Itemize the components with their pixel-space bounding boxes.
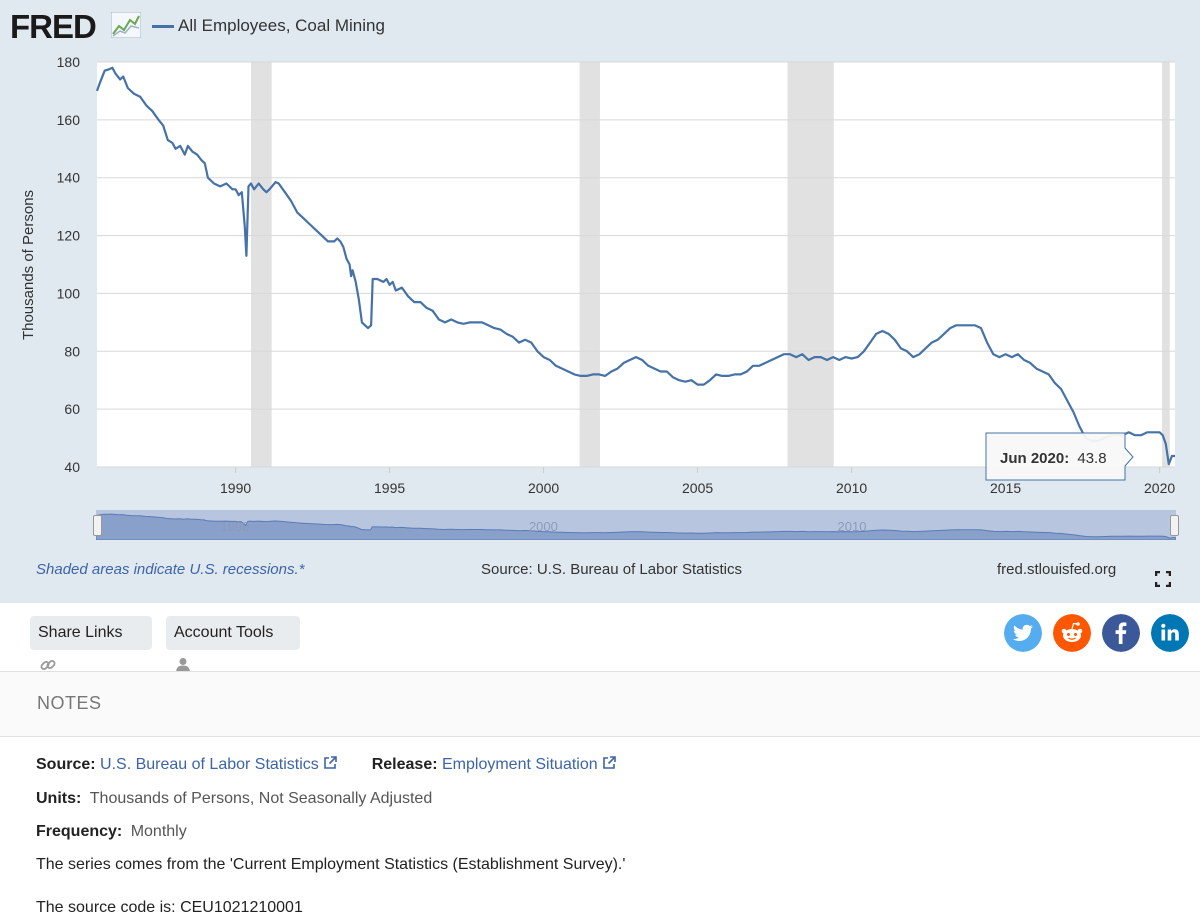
external-link-icon[interactable] [323, 756, 338, 770]
fred-logo-chart-icon [111, 12, 141, 38]
y-tick-label-80: 80 [64, 343, 80, 359]
reddit-icon[interactable] [1053, 614, 1091, 652]
navigator[interactable]: 1990 2000 2010 [93, 510, 1180, 542]
notes-header [0, 671, 1200, 737]
fullscreen-icon[interactable] [1155, 571, 1171, 587]
y-tick-label-100: 100 [57, 285, 81, 301]
account-tools-button[interactable]: Account Tools [166, 616, 300, 673]
frequency-value: Monthly [130, 823, 187, 840]
navigator-label-2010: 2010 [838, 519, 867, 534]
legend-swatch [152, 25, 174, 28]
frequency-key: Frequency: [36, 823, 123, 840]
facebook-icon[interactable] [1102, 614, 1140, 652]
navigator-label-1990: 1990 [220, 519, 249, 534]
notes-series-description: The series comes from the 'Current Emplo… [36, 856, 626, 873]
share-links-label: Share Links [38, 624, 123, 641]
x-tick-label-2010: 2010 [836, 480, 867, 496]
x-tick-label-1990: 1990 [220, 480, 251, 496]
tooltip: Jun 2020: 43.8 [985, 432, 1134, 481]
fred-logo[interactable]: FRED [10, 8, 97, 45]
external-link-icon[interactable] [602, 756, 616, 770]
account-tools-label: Account Tools [174, 624, 274, 641]
plot-area [97, 62, 1175, 467]
recession-band-2 [579, 62, 600, 467]
grid [97, 61, 1175, 468]
x-axis-ticks: 1990 1995 2000 2005 2010 2015 2020 [220, 467, 1175, 496]
recession-note-link[interactable]: Shaded areas indicate U.S. recessions.* [36, 561, 305, 578]
x-tick-label-2020: 2020 [1144, 480, 1175, 496]
x-tick-label-2015: 2015 [990, 480, 1021, 496]
navigator-right-handle[interactable] [1170, 515, 1179, 536]
recession-bands [251, 62, 1170, 467]
release-link[interactable]: Employment Situation [442, 756, 598, 773]
svg-text:Jun 2020: 43.8: Jun 2020: 43.8 [1000, 450, 1107, 467]
linkedin-icon[interactable] [1151, 614, 1189, 652]
source-note: Source: U.S. Bureau of Labor Statistics [481, 561, 742, 578]
notes-frequency-row: Frequency: Monthly [36, 823, 187, 841]
recession-band-3 [787, 62, 834, 467]
y-tick-label-40: 40 [64, 459, 80, 475]
tooltip-value: 43.8 [1077, 450, 1106, 467]
y-tick-label-120: 120 [57, 228, 81, 244]
y-tick-label-140: 140 [57, 170, 81, 186]
units-key: Units: [36, 790, 82, 807]
tooltip-label: Jun 2020: [1000, 450, 1069, 467]
y-axis-title: Thousands of Persons [20, 190, 37, 340]
navigator-left-handle[interactable] [93, 515, 102, 536]
y-axis-ticks: 40 60 80 100 120 140 160 180 [57, 54, 81, 475]
recession-band-4 [1162, 62, 1170, 467]
x-tick-label-1995: 1995 [374, 480, 405, 496]
y-tick-label-180: 180 [57, 54, 81, 70]
link-icon [40, 660, 56, 670]
navigator-series: 1990 2000 2010 [96, 513, 1176, 540]
notes-units-row: Units: Thousands of Persons, Not Seasona… [36, 790, 432, 808]
x-tick-label-2000: 2000 [528, 480, 559, 496]
notes-source-row: Source: U.S. Bureau of Labor Statistics … [36, 756, 616, 774]
y-tick-label-160: 160 [57, 112, 81, 128]
units-value: Thousands of Persons, Not Seasonally Adj… [89, 790, 433, 807]
legend-series-label[interactable]: All Employees, Coal Mining [178, 16, 385, 35]
twitter-icon[interactable] [1004, 614, 1042, 652]
share-links-button[interactable]: Share Links [30, 616, 152, 670]
notes-title: NOTES [37, 693, 102, 713]
series-line[interactable] [95, 66, 1175, 466]
source-key: Source: [36, 756, 96, 773]
x-tick-label-2005: 2005 [682, 480, 713, 496]
line-chart[interactable]: 40 60 80 100 120 140 160 180 1990 1995 2000 2005 20… [0, 40, 1200, 510]
y-tick-label-60: 60 [64, 401, 80, 417]
navigator-label-2000: 2000 [529, 519, 558, 534]
release-key: Release: [371, 756, 438, 773]
recession-band-1 [251, 62, 272, 467]
notes-source-code: The source code is: CEU1021210001 [36, 899, 303, 916]
site-note: fred.stlouisfed.org [997, 561, 1117, 578]
source-link[interactable]: U.S. Bureau of Labor Statistics [100, 756, 319, 773]
